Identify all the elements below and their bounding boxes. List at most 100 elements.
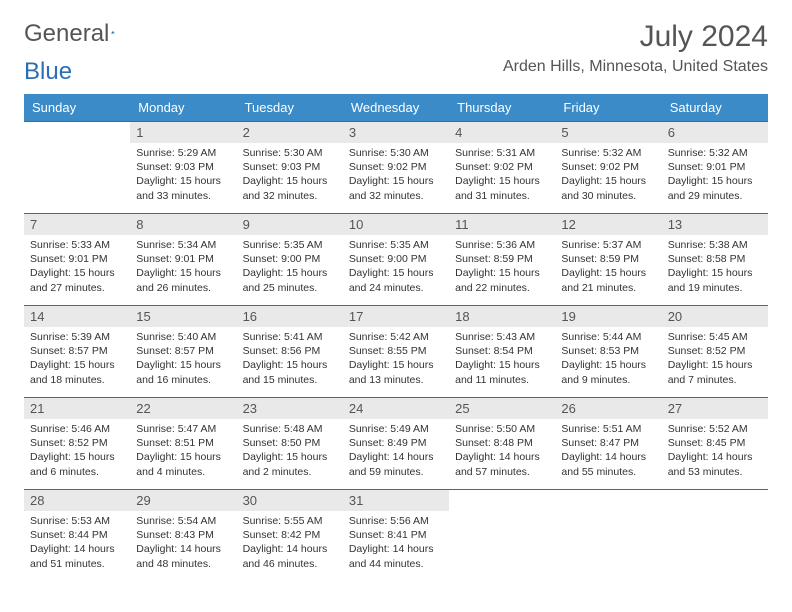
calendar-cell: 2Sunrise: 5:30 AMSunset: 9:03 PMDaylight… <box>237 122 343 214</box>
calendar-cell: 5Sunrise: 5:32 AMSunset: 9:02 PMDaylight… <box>555 122 661 214</box>
calendar-cell: 24Sunrise: 5:49 AMSunset: 8:49 PMDayligh… <box>343 398 449 490</box>
day-details: Sunrise: 5:33 AMSunset: 9:01 PMDaylight:… <box>24 235 130 301</box>
day-number: 20 <box>662 306 768 327</box>
calendar-cell: 4Sunrise: 5:31 AMSunset: 9:02 PMDaylight… <box>449 122 555 214</box>
day-number: 28 <box>24 490 130 511</box>
day-number: 22 <box>130 398 236 419</box>
calendar-row: 7Sunrise: 5:33 AMSunset: 9:01 PMDaylight… <box>24 214 768 306</box>
weekday-header: Monday <box>130 94 236 122</box>
day-number: 7 <box>24 214 130 235</box>
day-details: Sunrise: 5:30 AMSunset: 9:03 PMDaylight:… <box>237 143 343 209</box>
weekday-header: Sunday <box>24 94 130 122</box>
day-details: Sunrise: 5:48 AMSunset: 8:50 PMDaylight:… <box>237 419 343 485</box>
calendar-cell: 8Sunrise: 5:34 AMSunset: 9:01 PMDaylight… <box>130 214 236 306</box>
day-number: 31 <box>343 490 449 511</box>
calendar-cell: 27Sunrise: 5:52 AMSunset: 8:45 PMDayligh… <box>662 398 768 490</box>
day-details: Sunrise: 5:53 AMSunset: 8:44 PMDaylight:… <box>24 511 130 577</box>
weekday-header-row: Sunday Monday Tuesday Wednesday Thursday… <box>24 94 768 122</box>
day-details: Sunrise: 5:36 AMSunset: 8:59 PMDaylight:… <box>449 235 555 301</box>
logo: General <box>24 20 133 48</box>
day-details: Sunrise: 5:31 AMSunset: 9:02 PMDaylight:… <box>449 143 555 209</box>
day-number: 18 <box>449 306 555 327</box>
calendar-cell: 23Sunrise: 5:48 AMSunset: 8:50 PMDayligh… <box>237 398 343 490</box>
calendar-cell: 20Sunrise: 5:45 AMSunset: 8:52 PMDayligh… <box>662 306 768 398</box>
calendar-cell: 6Sunrise: 5:32 AMSunset: 9:01 PMDaylight… <box>662 122 768 214</box>
day-details: Sunrise: 5:54 AMSunset: 8:43 PMDaylight:… <box>130 511 236 577</box>
calendar-cell: 26Sunrise: 5:51 AMSunset: 8:47 PMDayligh… <box>555 398 661 490</box>
logo-text-2: Blue <box>24 58 72 86</box>
day-number: 29 <box>130 490 236 511</box>
calendar-cell <box>24 122 130 214</box>
day-number: 27 <box>662 398 768 419</box>
calendar-row: 1Sunrise: 5:29 AMSunset: 9:03 PMDaylight… <box>24 122 768 214</box>
calendar-cell: 9Sunrise: 5:35 AMSunset: 9:00 PMDaylight… <box>237 214 343 306</box>
day-details: Sunrise: 5:39 AMSunset: 8:57 PMDaylight:… <box>24 327 130 393</box>
calendar-row: 28Sunrise: 5:53 AMSunset: 8:44 PMDayligh… <box>24 490 768 582</box>
day-number: 23 <box>237 398 343 419</box>
day-number: 24 <box>343 398 449 419</box>
day-details: Sunrise: 5:50 AMSunset: 8:48 PMDaylight:… <box>449 419 555 485</box>
calendar-cell <box>662 490 768 582</box>
day-details: Sunrise: 5:38 AMSunset: 8:58 PMDaylight:… <box>662 235 768 301</box>
calendar-cell <box>449 490 555 582</box>
calendar-cell: 17Sunrise: 5:42 AMSunset: 8:55 PMDayligh… <box>343 306 449 398</box>
day-number: 8 <box>130 214 236 235</box>
logo-sail-icon <box>111 23 115 41</box>
calendar-cell: 14Sunrise: 5:39 AMSunset: 8:57 PMDayligh… <box>24 306 130 398</box>
calendar-cell <box>555 490 661 582</box>
calendar-row: 21Sunrise: 5:46 AMSunset: 8:52 PMDayligh… <box>24 398 768 490</box>
day-number: 26 <box>555 398 661 419</box>
day-number: 4 <box>449 122 555 143</box>
calendar-table: Sunday Monday Tuesday Wednesday Thursday… <box>24 94 768 582</box>
day-number: 5 <box>555 122 661 143</box>
day-details: Sunrise: 5:51 AMSunset: 8:47 PMDaylight:… <box>555 419 661 485</box>
logo-text-1: General <box>24 20 109 48</box>
day-details: Sunrise: 5:47 AMSunset: 8:51 PMDaylight:… <box>130 419 236 485</box>
calendar-cell: 19Sunrise: 5:44 AMSunset: 8:53 PMDayligh… <box>555 306 661 398</box>
weekday-header: Tuesday <box>237 94 343 122</box>
calendar-cell: 3Sunrise: 5:30 AMSunset: 9:02 PMDaylight… <box>343 122 449 214</box>
calendar-cell: 7Sunrise: 5:33 AMSunset: 9:01 PMDaylight… <box>24 214 130 306</box>
calendar-cell: 11Sunrise: 5:36 AMSunset: 8:59 PMDayligh… <box>449 214 555 306</box>
day-details: Sunrise: 5:45 AMSunset: 8:52 PMDaylight:… <box>662 327 768 393</box>
day-number: 15 <box>130 306 236 327</box>
day-details: Sunrise: 5:56 AMSunset: 8:41 PMDaylight:… <box>343 511 449 577</box>
day-details: Sunrise: 5:37 AMSunset: 8:59 PMDaylight:… <box>555 235 661 301</box>
calendar-cell: 29Sunrise: 5:54 AMSunset: 8:43 PMDayligh… <box>130 490 236 582</box>
day-details: Sunrise: 5:29 AMSunset: 9:03 PMDaylight:… <box>130 143 236 209</box>
calendar-cell: 21Sunrise: 5:46 AMSunset: 8:52 PMDayligh… <box>24 398 130 490</box>
calendar-cell: 12Sunrise: 5:37 AMSunset: 8:59 PMDayligh… <box>555 214 661 306</box>
day-number: 30 <box>237 490 343 511</box>
calendar-cell: 25Sunrise: 5:50 AMSunset: 8:48 PMDayligh… <box>449 398 555 490</box>
day-number: 21 <box>24 398 130 419</box>
calendar-body: 1Sunrise: 5:29 AMSunset: 9:03 PMDaylight… <box>24 122 768 582</box>
day-number: 2 <box>237 122 343 143</box>
day-details: Sunrise: 5:52 AMSunset: 8:45 PMDaylight:… <box>662 419 768 485</box>
day-details: Sunrise: 5:44 AMSunset: 8:53 PMDaylight:… <box>555 327 661 393</box>
day-number: 11 <box>449 214 555 235</box>
day-details: Sunrise: 5:32 AMSunset: 9:02 PMDaylight:… <box>555 143 661 209</box>
day-number: 6 <box>662 122 768 143</box>
weekday-header: Wednesday <box>343 94 449 122</box>
location: Arden Hills, Minnesota, United States <box>503 58 768 76</box>
day-number: 3 <box>343 122 449 143</box>
calendar-cell: 13Sunrise: 5:38 AMSunset: 8:58 PMDayligh… <box>662 214 768 306</box>
calendar-cell: 30Sunrise: 5:55 AMSunset: 8:42 PMDayligh… <box>237 490 343 582</box>
day-number: 25 <box>449 398 555 419</box>
day-number: 12 <box>555 214 661 235</box>
title-block: July 2024 Arden Hills, Minnesota, United… <box>503 20 768 76</box>
weekday-header: Friday <box>555 94 661 122</box>
day-details: Sunrise: 5:32 AMSunset: 9:01 PMDaylight:… <box>662 143 768 209</box>
calendar-cell: 31Sunrise: 5:56 AMSunset: 8:41 PMDayligh… <box>343 490 449 582</box>
day-number: 13 <box>662 214 768 235</box>
calendar-cell: 22Sunrise: 5:47 AMSunset: 8:51 PMDayligh… <box>130 398 236 490</box>
day-details: Sunrise: 5:34 AMSunset: 9:01 PMDaylight:… <box>130 235 236 301</box>
day-number: 19 <box>555 306 661 327</box>
weekday-header: Thursday <box>449 94 555 122</box>
calendar-row: 14Sunrise: 5:39 AMSunset: 8:57 PMDayligh… <box>24 306 768 398</box>
day-details: Sunrise: 5:55 AMSunset: 8:42 PMDaylight:… <box>237 511 343 577</box>
day-details: Sunrise: 5:35 AMSunset: 9:00 PMDaylight:… <box>237 235 343 301</box>
day-number: 14 <box>24 306 130 327</box>
day-details: Sunrise: 5:42 AMSunset: 8:55 PMDaylight:… <box>343 327 449 393</box>
day-details: Sunrise: 5:35 AMSunset: 9:00 PMDaylight:… <box>343 235 449 301</box>
